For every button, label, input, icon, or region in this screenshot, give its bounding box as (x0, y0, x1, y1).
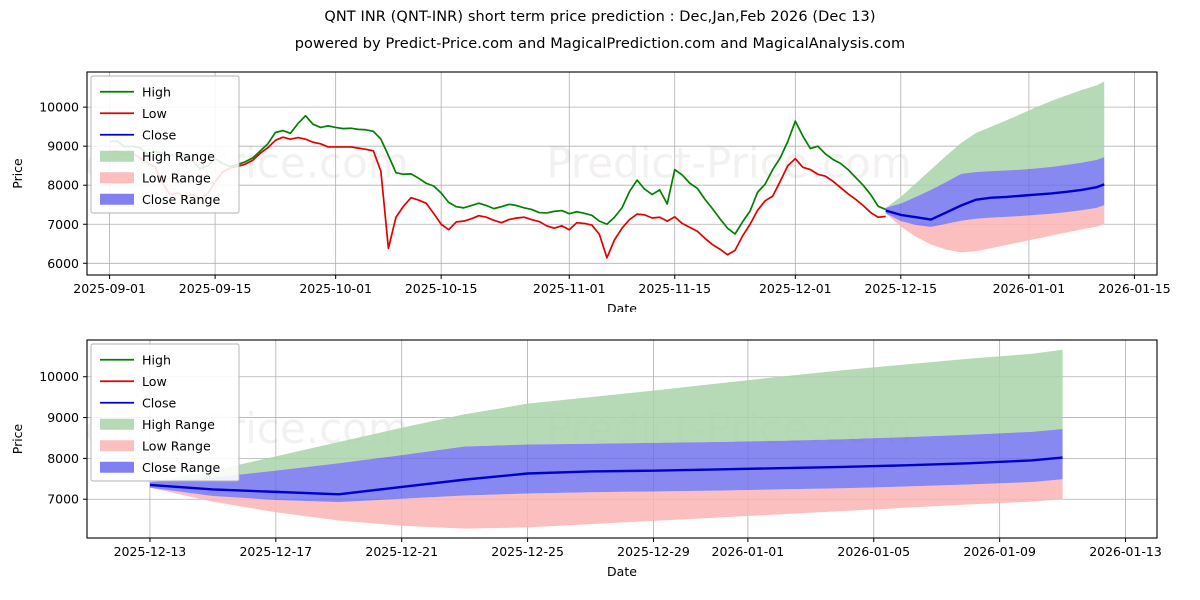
legend-label: Close (142, 127, 177, 142)
x-axis-label: Date (607, 301, 637, 312)
y-tick-label: 7000 (47, 492, 79, 507)
page-title: QNT INR (QNT-INR) short term price predi… (324, 9, 876, 25)
x-tick-label: 2025-09-01 (73, 281, 146, 296)
y-tick-label: 6000 (47, 256, 79, 271)
y-axis-label: Price (10, 158, 25, 189)
legend-label: Low Range (142, 438, 211, 453)
chart-legend: High Low Close High Range Low Range Close Ran… (90, 75, 240, 214)
legend-label: Close (142, 395, 177, 410)
x-tick-label: 2025-12-15 (864, 281, 937, 296)
x-tick-label: 2026-01-01 (993, 281, 1066, 296)
x-tick-label: 2025-10-01 (299, 281, 372, 296)
legend-swatch-band (100, 150, 134, 162)
legend-swatch-band (100, 440, 134, 452)
y-tick-label: 7000 (47, 217, 79, 232)
legend-swatch-band (100, 418, 134, 430)
x-tick-label: 2025-12-13 (114, 544, 187, 559)
legend-label: Close Range (142, 192, 220, 207)
page-subtitle: powered by Predict-Price.com and Magical… (294, 36, 906, 52)
x-axis-label: Date (607, 564, 637, 579)
legend-label: Low Range (142, 170, 211, 185)
detail-chart: Predict-Price.comPredict-Price.com700080… (10, 339, 1162, 579)
plot-frame (86, 71, 1158, 276)
x-tick-label: 2025-10-15 (405, 281, 478, 296)
x-tick-label: 2025-11-01 (533, 281, 606, 296)
y-axis-label: Price (10, 423, 25, 454)
x-tick-label: 2025-09-15 (179, 281, 252, 296)
legend-label: High Range (142, 417, 215, 432)
x-tick-label: 2026-01-13 (1089, 544, 1162, 559)
y-tick-label: 9000 (47, 410, 79, 425)
x-tick-label: 2025-11-15 (638, 281, 711, 296)
axes: 6000 7000 8000 9000 10000 2025-09-01 2025-09-1… (39, 100, 1170, 296)
plot-frame (86, 339, 1158, 539)
y-tick-label: 8000 (47, 451, 79, 466)
low-range-band (149, 479, 1063, 529)
legend-swatch-band (100, 461, 134, 473)
y-tick-label: 9000 (47, 139, 79, 154)
x-tick-label: 2026-01-09 (963, 544, 1036, 559)
high-range-band (149, 349, 1063, 483)
high-range-band (885, 81, 1105, 208)
overview-chart: Predict-Price.comPredict-Price.com600070… (10, 71, 1171, 312)
y-tick-label: 10000 (39, 100, 79, 115)
plot-series (149, 349, 1063, 529)
plot-series (109, 81, 1105, 259)
legend-swatch-band (100, 193, 134, 205)
x-tick-label: 2025-12-29 (617, 544, 690, 559)
watermark-text: Predict-Price.com (546, 139, 911, 188)
y-tick-label: 8000 (47, 178, 79, 193)
axes: 7000 8000 9000 10000 2025-12-13 2025-12-17 202… (39, 369, 1162, 559)
legend-label: High (142, 84, 171, 99)
x-tick-label: 2025-12-21 (365, 544, 438, 559)
chart-legend: High Low Close High Range Low Range Close Ran… (90, 343, 240, 482)
legend-label: Low (142, 106, 167, 121)
x-tick-label: 2026-01-05 (837, 544, 910, 559)
x-tick-label: 2026-01-15 (1098, 281, 1171, 296)
legend-label: Low (142, 374, 167, 389)
figure-header: QNT INR (QNT-INR) short term price predi… (0, 0, 1200, 52)
close-line (149, 456, 1063, 496)
close-range-band (885, 157, 1105, 227)
legend-label: Close Range (142, 460, 220, 475)
x-tick-label: 2026-01-01 (712, 544, 785, 559)
x-tick-label: 2025-12-01 (759, 281, 832, 296)
low-range-band (885, 205, 1105, 253)
x-tick-label: 2025-12-17 (239, 544, 312, 559)
close-line (885, 183, 1105, 221)
close-range-band (149, 428, 1063, 503)
legend-label: High Range (142, 149, 215, 164)
legend-swatch-band (100, 172, 134, 184)
legend-label: High (142, 352, 171, 367)
x-tick-label: 2025-12-25 (491, 544, 564, 559)
y-tick-label: 10000 (39, 369, 79, 384)
